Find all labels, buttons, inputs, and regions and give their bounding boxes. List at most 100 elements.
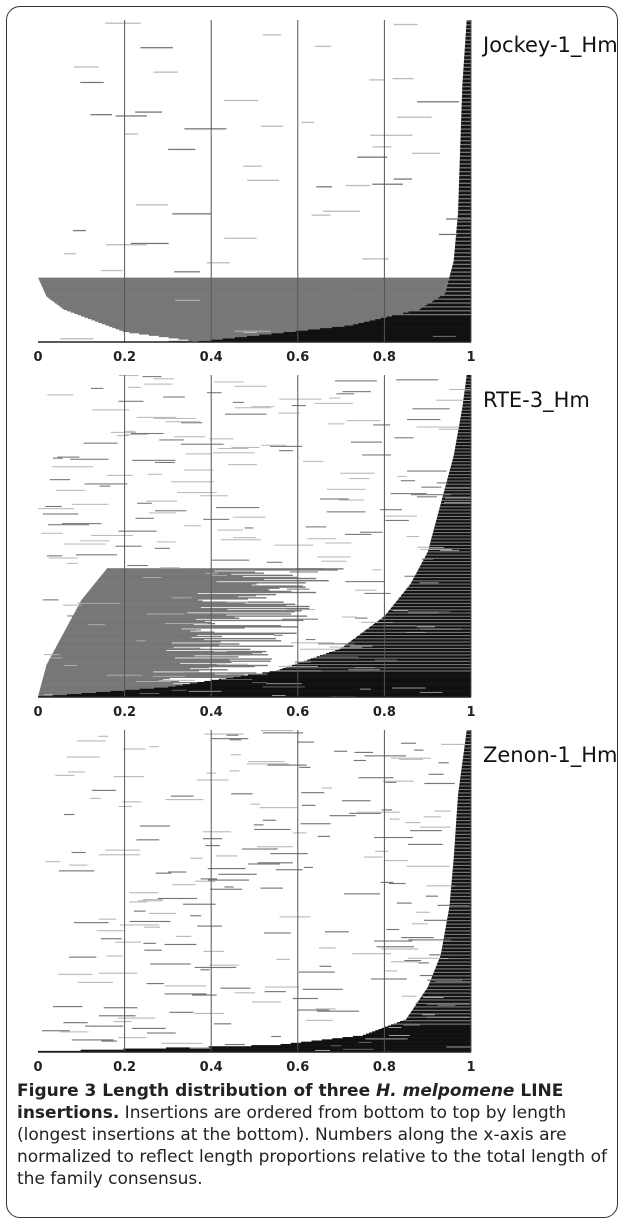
insertion-fragment — [171, 689, 187, 691]
insertion-bar — [410, 583, 471, 585]
insertion-fragment — [152, 595, 164, 597]
insertion-fragment — [153, 378, 175, 380]
insertion-fragment — [157, 897, 198, 900]
insertion-bar — [338, 648, 471, 651]
insertion-bar — [420, 564, 471, 567]
insertion-fragment — [68, 624, 194, 626]
insertion-bar — [461, 112, 471, 115]
insertion-bar — [412, 580, 471, 582]
insertion-bar — [464, 49, 471, 52]
insertion-fragment — [85, 595, 256, 597]
insertion-bar — [310, 658, 471, 660]
insertion-fragment — [202, 838, 223, 840]
insertion-fragment — [84, 316, 387, 318]
insertion-bar — [400, 1020, 471, 1023]
insertion-fragment — [111, 637, 134, 640]
insertion-fragment — [334, 380, 377, 382]
insertion-fragment — [397, 116, 432, 118]
insertion-fragment — [99, 619, 129, 621]
insertion-bar — [434, 970, 471, 972]
insertion-fragment — [41, 684, 183, 686]
insertion-fragment — [324, 931, 349, 933]
insertion-fragment — [53, 651, 263, 654]
insertion-bar — [444, 933, 471, 935]
insertion-fragment — [98, 321, 364, 323]
insertion-bar — [458, 191, 471, 193]
insertion-fragment — [86, 592, 198, 595]
insertion-bar — [462, 757, 471, 760]
insertion-bar — [454, 254, 471, 257]
insertion-bar — [355, 636, 471, 639]
insertion-fragment — [407, 957, 449, 959]
insertion-fragment — [129, 920, 171, 923]
insertion-bar — [441, 947, 471, 949]
insertion-fragment — [401, 995, 417, 997]
insertion-bar — [410, 1012, 471, 1015]
insertion-bar — [456, 819, 471, 822]
insertion-fragment — [152, 675, 186, 677]
insertion-bar — [466, 376, 471, 378]
insertion-fragment — [401, 937, 434, 939]
insertion-fragment — [342, 391, 371, 393]
insertion-fragment — [60, 305, 424, 308]
insertion-bar — [463, 71, 471, 74]
insertion-bar — [449, 900, 471, 902]
insertion-fragment — [49, 658, 272, 660]
insertion-fragment — [87, 317, 381, 320]
insertion-bar — [466, 734, 471, 737]
insertion-bar — [459, 421, 471, 423]
insertion-fragment — [419, 999, 440, 1001]
insertion-bar — [464, 387, 471, 390]
insertion-bar — [384, 615, 471, 617]
insertion-bar — [429, 544, 471, 546]
insertion-fragment — [60, 637, 276, 640]
insertion-fragment — [105, 323, 353, 326]
insertion-bar — [457, 214, 471, 217]
insertion-bar — [457, 213, 471, 215]
insertion-bar — [446, 482, 471, 484]
insertion-bar — [395, 601, 471, 603]
insertion-bar — [446, 286, 471, 289]
insertion-fragment — [84, 596, 239, 598]
insertion-bar — [466, 29, 471, 31]
insertion-bar — [433, 529, 471, 531]
insertion-bar — [460, 147, 471, 150]
insertion-fragment — [259, 807, 298, 809]
insertion-bar — [398, 598, 471, 600]
insertion-bar — [448, 909, 471, 911]
insertion-fragment — [110, 431, 137, 433]
insertion-bar — [332, 326, 471, 329]
insertion-bar — [455, 831, 471, 833]
insertion-fragment — [69, 956, 97, 958]
insertion-bar — [462, 83, 471, 85]
insertion-fragment — [67, 309, 415, 312]
insertion-fragment — [71, 1039, 114, 1041]
insertion-bar — [427, 551, 471, 553]
insertion-bar — [464, 748, 471, 750]
x-tick-label: 0.8 — [373, 1060, 396, 1075]
insertion-bar — [454, 853, 471, 855]
insertion-fragment — [243, 165, 262, 167]
insertion-bar — [459, 169, 471, 171]
insertion-bar — [424, 557, 471, 559]
insertion-bar — [404, 590, 471, 593]
insertion-fragment — [350, 441, 383, 443]
insertion-bar — [432, 533, 471, 536]
insertion-bar — [459, 780, 471, 783]
insertion-fragment — [411, 923, 428, 925]
insertion-bar — [446, 483, 471, 485]
insertion-fragment — [318, 656, 359, 658]
insertion-bar — [415, 573, 471, 575]
insertion-fragment — [224, 886, 234, 888]
insertion-bar — [434, 969, 471, 971]
insertion-bar — [436, 964, 471, 967]
insertion-fragment — [55, 774, 75, 776]
insertion-fragment — [396, 286, 407, 288]
insertion-fragment — [79, 603, 296, 605]
insertion-fragment — [355, 617, 368, 619]
insertion-bar — [455, 245, 471, 247]
insertion-bar — [449, 275, 471, 277]
insertion-bar — [460, 773, 471, 776]
insertion-fragment — [135, 517, 154, 519]
